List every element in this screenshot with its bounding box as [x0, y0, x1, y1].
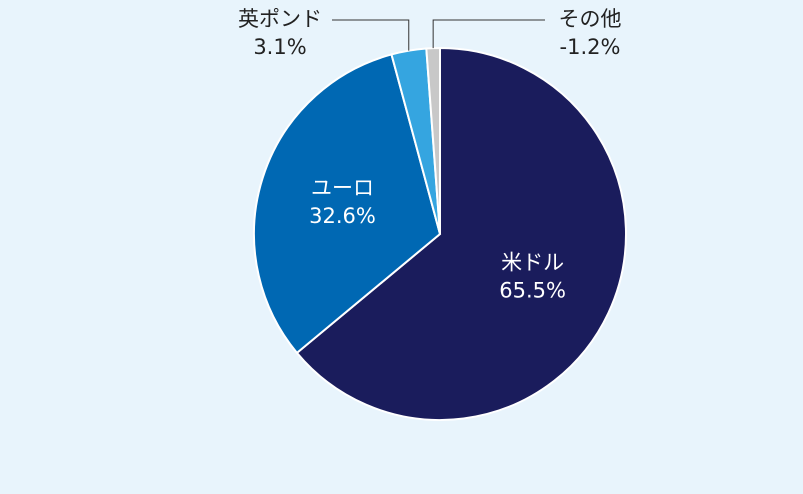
value-label: 3.1% — [253, 35, 306, 59]
leader-line — [432, 19, 545, 49]
leader-line — [332, 19, 410, 51]
slice-label: 米ドル — [501, 250, 564, 274]
value-label: -1.2% — [560, 35, 621, 59]
slice-label: ユーロ — [311, 176, 374, 200]
pie-slice — [425, 46, 441, 235]
pie-slice — [253, 53, 442, 355]
slice-label: 英ポンド — [238, 7, 322, 31]
value-label: 65.5% — [499, 278, 566, 302]
pie-slice — [295, 46, 627, 421]
slice-label: その他 — [559, 7, 622, 31]
value-label: 32.6% — [309, 204, 376, 228]
